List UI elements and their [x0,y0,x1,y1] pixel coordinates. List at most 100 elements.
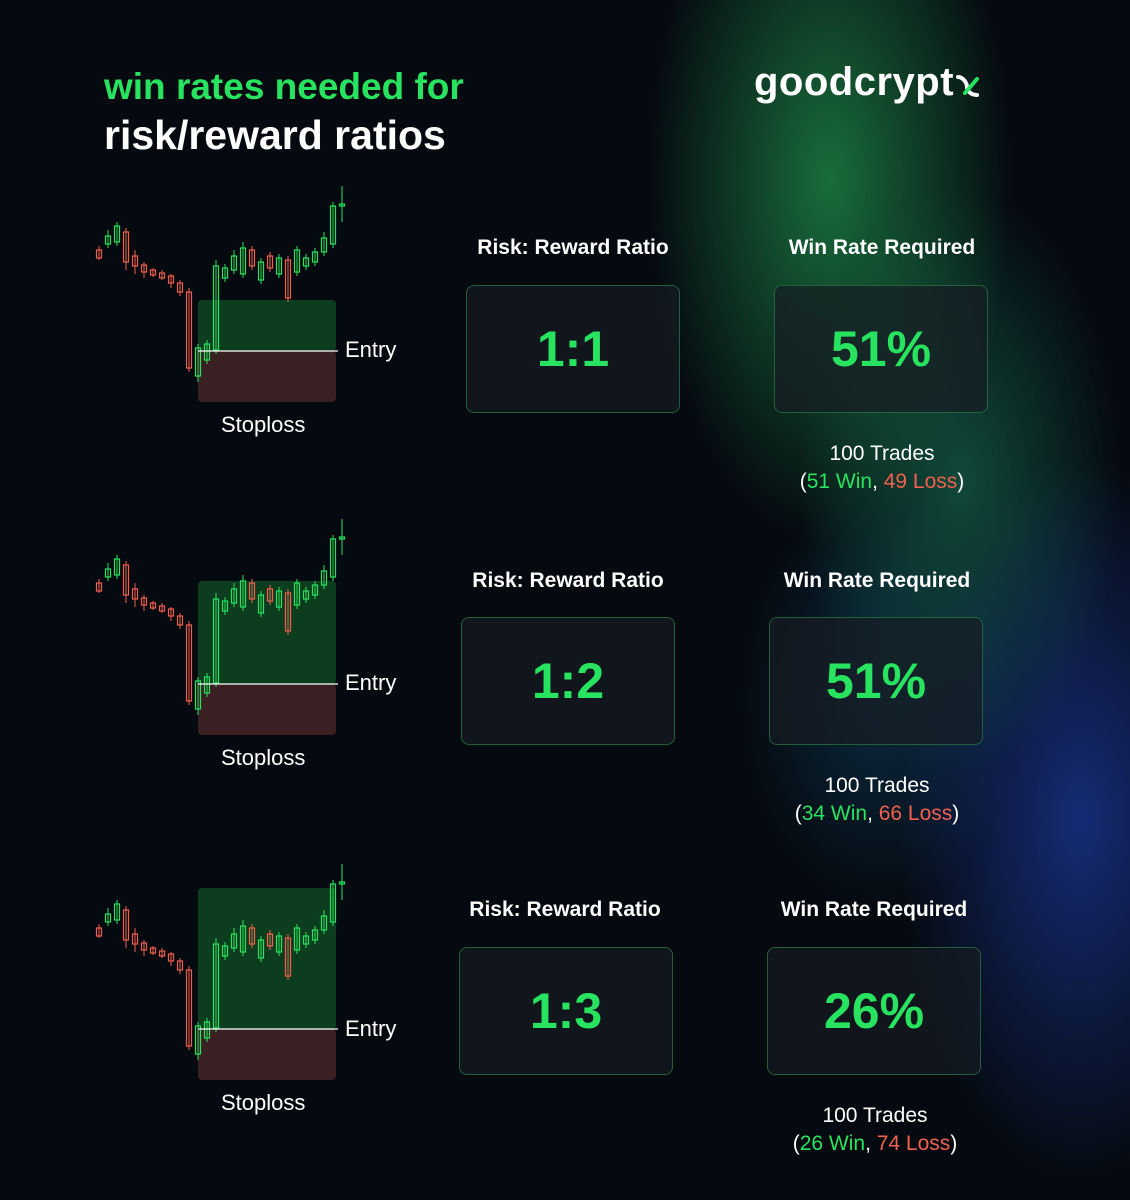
candle-body [320,237,328,253]
title-line-2: risk/reward ratios [104,112,446,158]
candle-body [311,251,319,263]
candle-body [95,582,103,592]
candle-body [329,205,337,245]
brand-name: goodcrypt [754,60,955,104]
take-profit-zone [198,888,336,1029]
candle-body [95,927,103,937]
ratio-title: Risk: Reward Ratio [472,569,664,592]
stoploss-label: Stoploss [221,1090,306,1115]
candle-body [239,247,247,275]
ratio-value: 1:2 [531,653,605,709]
win-count: 26 Win [799,1132,866,1155]
candle-body [266,588,274,602]
candle-body [167,953,175,962]
candle-body [221,267,229,279]
winrate-value: 51% [825,653,927,709]
candle-body [248,582,256,600]
candle-body [140,264,148,273]
stoploss-zone [198,351,336,402]
candle-body [113,558,121,576]
loss-count: 74 Loss [876,1132,951,1155]
candle-body [257,939,265,959]
winrate-value: 51% [830,321,932,377]
candle-body [302,590,310,600]
candle-body [302,257,310,267]
candle-body [239,580,247,608]
ratio-title: Risk: Reward Ratio [477,236,669,259]
candle-body [221,945,229,957]
ratio-row-2: Entry Stoploss Risk: Reward Ratio 1:2 Wi… [0,513,1130,825]
candle-body [176,615,184,626]
trades-breakdown: (34 Win, 66 Loss) [794,802,960,825]
stoploss-label: Stoploss [221,745,306,770]
candle-body [158,605,166,612]
candle-body [194,680,202,710]
winrate-title: Win Rate Required [788,236,976,259]
candle-body [149,602,157,609]
candle-body [275,257,283,275]
candle-body [158,272,166,279]
candle-body [185,624,193,702]
trades-count: 100 Trades [824,774,930,797]
candle-body [338,536,346,540]
loss-count: 66 Loss [878,802,953,825]
candle-body [122,231,130,263]
stoploss-label: Stoploss [221,412,306,437]
candle-body [203,676,211,694]
candle-body [122,909,130,941]
candle-body [293,249,301,273]
candle-body [230,588,238,604]
candle-body [149,947,157,954]
candle-body [131,588,139,600]
candle-body [167,275,175,284]
candle-body [212,265,220,351]
candle-body [338,881,346,885]
trades-breakdown: (51 Win, 49 Loss) [799,470,965,493]
candle-body [248,927,256,945]
winrate-box: 51% [769,617,983,745]
trades-breakdown: (26 Win, 74 Loss) [792,1132,958,1155]
candle-body [257,594,265,614]
ratio-value: 1:3 [529,983,603,1039]
candle-body [167,608,175,617]
ratio-box: 1:1 [466,285,680,413]
candle-body [293,582,301,606]
candle-body [320,570,328,586]
brand-logo: goodcrypt [754,60,981,105]
candle-body [104,235,112,245]
candle-body [293,927,301,951]
candle-body [284,259,292,299]
candle-body [311,584,319,596]
candle-body [185,291,193,369]
candle-body [185,969,193,1047]
ratio-value: 1:1 [536,321,610,377]
loss-count: 49 Loss [883,470,958,493]
winrate-title: Win Rate Required [783,569,971,592]
trades-summary: 100 Trades (34 Win, 66 Loss) [747,772,1007,828]
candle-body [212,943,220,1029]
candle-body [221,600,229,612]
win-count: 51 Win [806,470,873,493]
ratio-box: 1:3 [459,947,673,1075]
trades-count: 100 Trades [829,442,935,465]
candle-body [230,255,238,271]
candle-body [176,282,184,293]
winrate-box: 51% [774,285,988,413]
ratio-row-3: Entry Stoploss Risk: Reward Ratio 1:3 Wi… [0,858,1130,1168]
candle-body [140,597,148,606]
candle-body [113,903,121,921]
candle-body [131,933,139,945]
ratio-box: 1:2 [461,617,675,745]
candle-body [320,915,328,931]
winrate-value: 26% [823,983,925,1039]
candlestick-chart [95,186,346,402]
candle-body [302,935,310,945]
take-profit-zone [198,300,336,351]
candle-body [122,564,130,596]
trades-summary: 100 Trades (51 Win, 49 Loss) [752,440,1012,496]
candle-body [266,255,274,269]
candlestick-chart [95,864,346,1080]
entry-label: Entry [345,670,397,695]
candle-body [203,1021,211,1039]
candle-body [140,942,148,951]
